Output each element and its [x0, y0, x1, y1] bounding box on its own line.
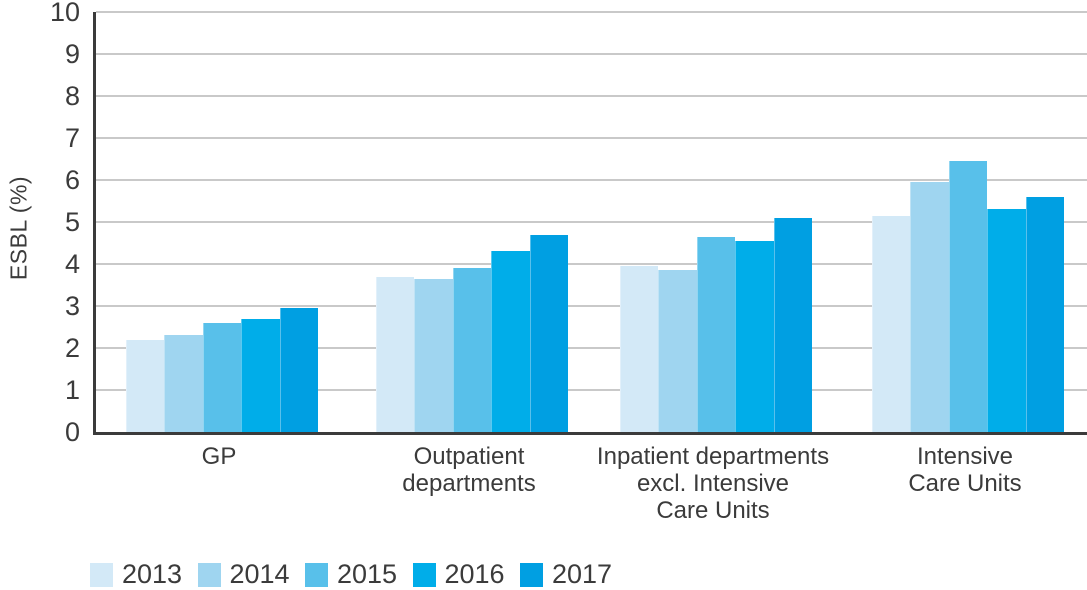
y-tick-label-8: 8 — [64, 81, 80, 111]
legend-swatch-2017 — [520, 562, 543, 587]
x-category-label-3: Inpatient departments excl. Intensive Care… — [596, 443, 830, 524]
bar-2017-category-3 — [773, 217, 812, 432]
legend-label-2014: 2014 — [229, 559, 290, 589]
legend-swatch-2013 — [90, 562, 113, 587]
bar-group-3 — [620, 12, 812, 432]
bar-2017-category-4 — [1025, 196, 1064, 432]
y-tick-label-10: 10 — [49, 0, 80, 27]
legend-label-2013: 2013 — [122, 559, 183, 589]
bar-2013-category-1 — [126, 339, 165, 432]
y-tick-label-9: 9 — [64, 39, 80, 69]
gridline-2 — [96, 347, 1087, 349]
bar-2016-category-2 — [491, 251, 530, 432]
gridline-6 — [96, 179, 1087, 181]
gridline-7 — [96, 137, 1087, 139]
gridline-4 — [96, 263, 1087, 265]
y-tick-label-3: 3 — [64, 291, 80, 321]
y-tick-label-4: 4 — [64, 249, 80, 279]
legend-item-2013: 2013 — [90, 561, 182, 588]
gridline-8 — [96, 95, 1087, 97]
y-tick-label-7: 7 — [64, 123, 80, 153]
bar-2017-category-2 — [529, 234, 568, 432]
y-tick-label-5: 5 — [64, 207, 80, 237]
y-tick-label-1: 1 — [64, 375, 80, 405]
x-category-label-4: Intensive Care Units — [908, 443, 1022, 497]
bar-2013-category-2 — [376, 276, 415, 432]
bar-2014-category-2 — [414, 278, 453, 432]
gridline-1 — [96, 389, 1087, 391]
legend-swatch-2016 — [412, 562, 436, 587]
legend-label-2016: 2016 — [444, 559, 505, 589]
legend-item-2016: 2016 — [412, 559, 505, 589]
x-category-label-2: Outpatient departments — [402, 443, 536, 497]
legend-label-2017: 2017 — [552, 559, 613, 589]
plot-area — [93, 11, 1087, 435]
bar-2016-category-4 — [987, 209, 1026, 432]
bar-2013-category-4 — [872, 215, 911, 432]
legend-item-2014: 2014 — [197, 559, 290, 589]
legend-item-2015: 2015 — [305, 561, 397, 588]
gridline-9 — [96, 53, 1087, 55]
y-tick-label-6: 6 — [64, 165, 80, 195]
bar-group-2 — [376, 12, 568, 432]
legend-swatch-2014 — [197, 562, 221, 587]
y-tick-label-2: 2 — [64, 333, 80, 363]
legend-item-2017: 2017 — [520, 561, 612, 588]
bar-2014-category-4 — [910, 182, 949, 432]
gridline-10 — [96, 11, 1087, 13]
bar-2014-category-1 — [164, 335, 203, 432]
bar-group-1 — [126, 12, 318, 432]
bar-2016-category-1 — [241, 318, 280, 432]
gridline-3 — [96, 305, 1087, 307]
bar-2014-category-3 — [658, 270, 697, 432]
bar-2015-category-2 — [452, 268, 492, 432]
y-tick-label-0: 0 — [64, 417, 80, 447]
legend-label-2015: 2015 — [337, 559, 398, 589]
bar-2015-category-1 — [202, 322, 242, 432]
bar-group-4 — [872, 12, 1064, 432]
bar-2016-category-3 — [735, 240, 774, 432]
gridline-5 — [96, 221, 1087, 223]
legend-swatch-2015 — [305, 562, 328, 587]
bar-2015-category-3 — [696, 236, 736, 432]
bar-2015-category-4 — [948, 161, 988, 432]
bar-2017-category-1 — [279, 308, 318, 432]
x-category-label-1: GP — [201, 443, 237, 470]
bar-2013-category-3 — [620, 266, 659, 432]
